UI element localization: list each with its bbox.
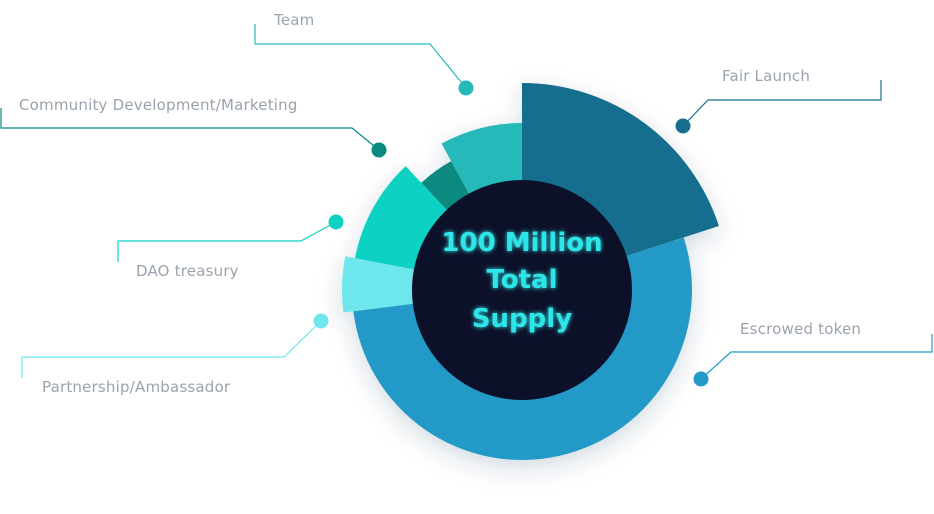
center-label-line-3: Supply [472,304,572,334]
center-disc [412,180,632,400]
label-dao-treasury: DAO treasury [136,262,239,280]
slice-labels: Fair Launch Escrowed token Partnership/A… [19,11,861,396]
leader-fair-launch-line [682,80,882,127]
label-team: Team [273,11,314,29]
label-escrowed-token: Escrowed token [740,320,861,338]
leader-team-line [254,24,467,89]
leader-community-development-marketing-line [0,108,380,151]
label-fair-launch: Fair Launch [722,67,810,85]
center-label-line-2: Total [486,265,557,295]
leader-team-dot [458,80,474,96]
leader-dao-treasury-dot [328,214,344,230]
label-partnership-ambassador: Partnership/Ambassador [42,378,231,396]
center-label-line-1: 100 Million [441,228,602,258]
leader-partnership-ambassador-dot [313,313,329,329]
slice-leader-lines [0,24,933,387]
leader-dao-treasury-line [117,221,337,262]
leader-escrowed-token-dot [693,371,709,387]
leader-escrowed-token-line [700,334,933,380]
leader-partnership-ambassador-line [21,320,322,378]
label-community-development-marketing: Community Development/Marketing [19,96,298,114]
center-label: 100 Million Total Supply [441,228,602,334]
leader-fair-launch-dot [675,118,691,134]
leader-community-development-marketing-dot [371,142,387,158]
